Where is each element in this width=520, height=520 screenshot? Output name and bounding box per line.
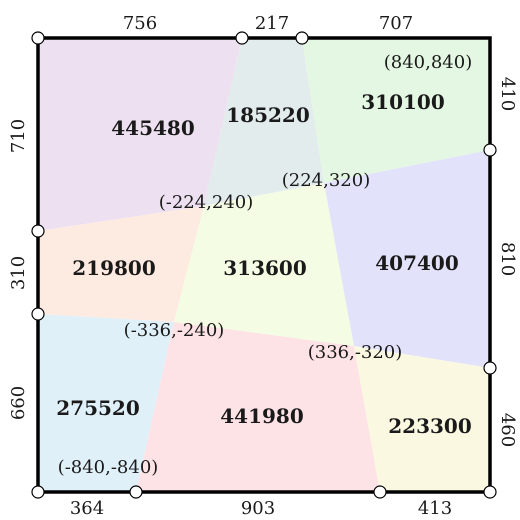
edge-length-top-2: 217 xyxy=(255,13,289,34)
edge-length-right-3: 460 xyxy=(497,413,518,447)
area-label-middle-right: 407400 xyxy=(375,251,459,275)
area-label-middle-left: 219800 xyxy=(72,256,156,280)
region-top-right xyxy=(302,38,490,183)
edge-length-top-1: 756 xyxy=(123,13,157,34)
region-top-left xyxy=(38,38,242,231)
point-label-upper-left: (-224,240) xyxy=(159,192,254,213)
vertex-marker xyxy=(483,485,497,499)
edge-length-bottom-3: 413 xyxy=(418,498,452,519)
region-center xyxy=(174,183,354,346)
vertex-marker xyxy=(31,224,45,238)
edge-length-top-3: 707 xyxy=(379,13,413,34)
area-label-center: 313600 xyxy=(223,256,307,280)
vertex-marker xyxy=(295,31,309,45)
area-label-bottom-left: 275520 xyxy=(56,396,140,420)
area-label-top-left: 445480 xyxy=(111,116,195,140)
edge-length-left-3: 660 xyxy=(8,386,29,420)
region-bottom-left xyxy=(38,314,174,492)
edge-length-left-2: 310 xyxy=(8,256,29,290)
region-middle-right xyxy=(324,150,490,368)
area-label-bottom-right: 223300 xyxy=(388,414,472,438)
outer-square-border xyxy=(36,36,492,494)
region-bottom-right xyxy=(354,346,490,492)
region-bottom-middle xyxy=(136,322,380,492)
edge-length-left-1: 710 xyxy=(8,119,29,153)
edge-length-right-1: 410 xyxy=(497,77,518,111)
edge-length-right-2: 810 xyxy=(497,242,518,276)
vertex-marker xyxy=(483,361,497,375)
vertex-marker xyxy=(31,31,45,45)
edge-length-bottom-1: 364 xyxy=(70,498,104,519)
area-label-bottom-middle: 441980 xyxy=(220,404,304,428)
edge-vertices xyxy=(31,31,497,499)
region-top-middle xyxy=(204,38,324,206)
area-label-top-middle: 185220 xyxy=(226,103,310,127)
region-middle-left xyxy=(38,206,204,322)
point-label-upper-right: (224,320) xyxy=(282,170,370,191)
corner-label-bottom-left: (-840,-840) xyxy=(58,457,159,478)
point-label-lower-left: (-336,-240) xyxy=(124,320,225,341)
vertex-marker xyxy=(31,307,45,321)
vertex-marker xyxy=(235,31,249,45)
vertex-marker xyxy=(483,143,497,157)
vertex-marker xyxy=(129,485,143,499)
vertex-marker xyxy=(31,485,45,499)
corner-label-top-right: (840,840) xyxy=(384,52,472,73)
point-label-lower-right: (336,-320) xyxy=(308,342,403,363)
vertex-marker xyxy=(373,485,387,499)
edge-length-bottom-2: 903 xyxy=(241,498,275,519)
area-label-top-right: 310100 xyxy=(361,90,445,114)
